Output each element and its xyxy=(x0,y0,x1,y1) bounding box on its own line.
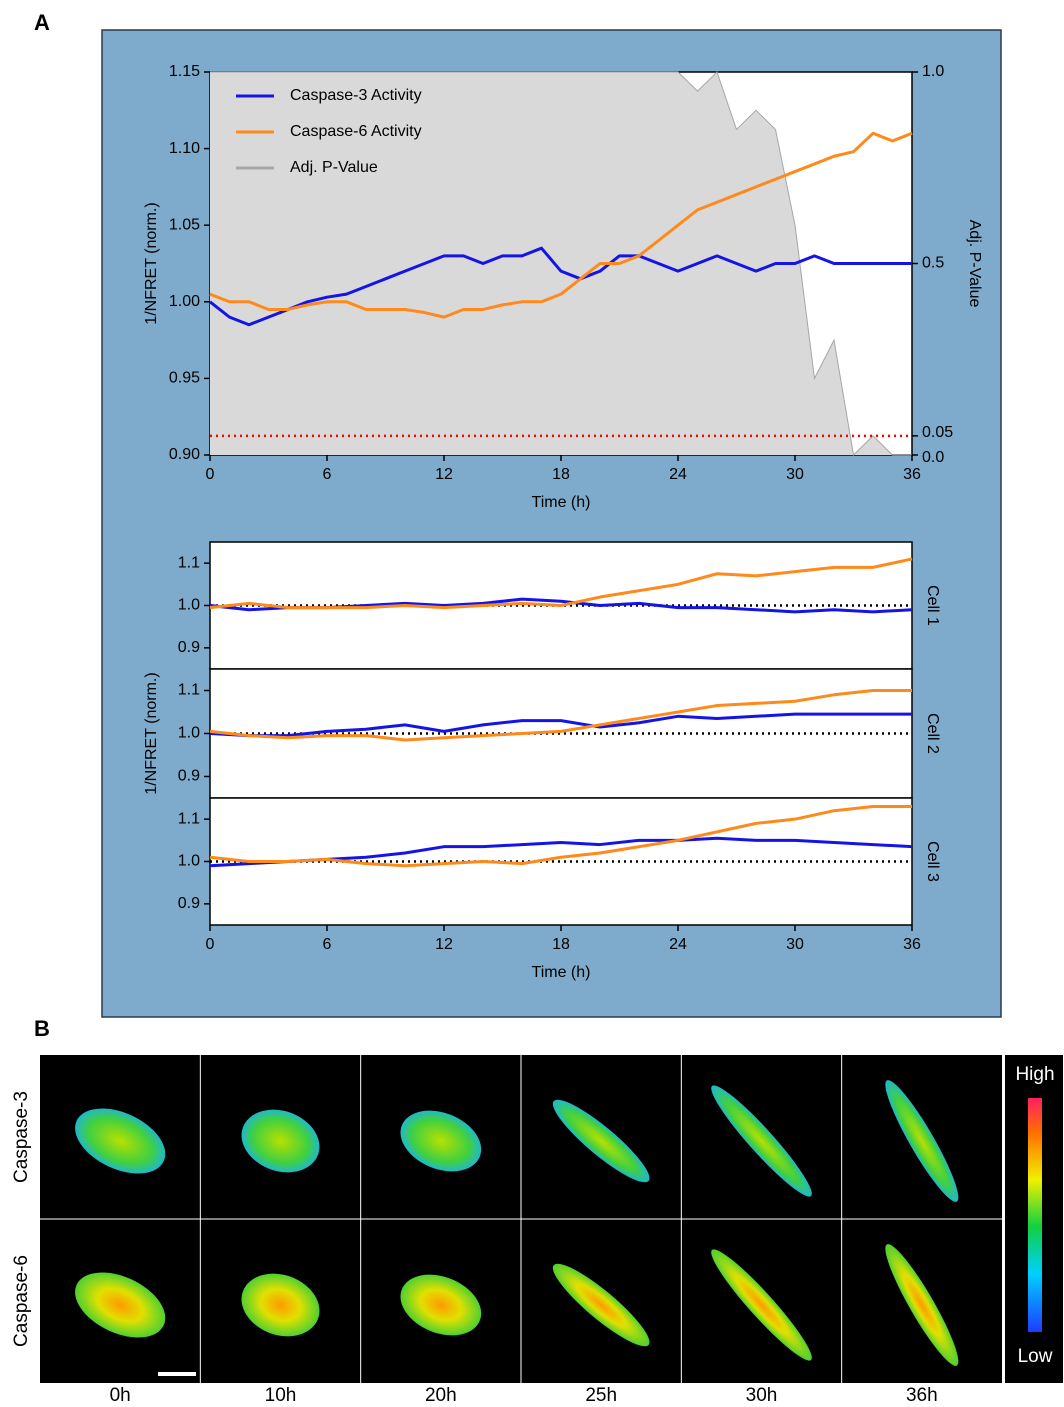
y2-tick-label: 0.05 xyxy=(922,424,953,441)
cell-image xyxy=(400,1110,482,1172)
y-tick-label: 1.10 xyxy=(169,140,200,157)
series-line xyxy=(209,712,912,738)
cell-label: Cell 2 xyxy=(924,713,941,754)
x-tick-label: 24 xyxy=(669,466,687,483)
y-tick-label: 1.1 xyxy=(178,554,200,571)
cell-label: Cell 3 xyxy=(924,841,941,882)
series-line xyxy=(209,804,912,868)
row-label: Caspase-3 xyxy=(11,1091,32,1183)
column-label: 10h xyxy=(265,1385,297,1406)
column-label: 36h xyxy=(906,1385,938,1406)
column-label: 30h xyxy=(746,1385,778,1406)
y-tick-label: 0.9 xyxy=(178,895,200,912)
column-label: 25h xyxy=(585,1385,617,1406)
series-line xyxy=(209,689,912,742)
y-tick-label: 1.1 xyxy=(178,810,200,827)
x-tick-label: 30 xyxy=(786,936,804,953)
y2-tick-label: 1.0 xyxy=(922,63,944,80)
y-tick-label: 1.0 xyxy=(178,853,200,870)
plot-area xyxy=(209,668,913,799)
x-tick-label: 0 xyxy=(206,466,215,483)
y-tick-label: 0.90 xyxy=(169,446,200,463)
x-tick-label: 30 xyxy=(786,466,804,483)
colorbar xyxy=(1028,1098,1042,1332)
y-tick-label: 1.05 xyxy=(169,216,200,233)
x-tick-label: 18 xyxy=(552,466,570,483)
y-axis-label: 1/NFRET (norm.) xyxy=(143,202,160,324)
y-tick-label: 1.0 xyxy=(178,725,200,742)
panel-label: A xyxy=(34,10,50,35)
p-value-area xyxy=(210,72,912,455)
column-label: 0h xyxy=(110,1385,131,1406)
x-tick-label: 0 xyxy=(206,936,215,953)
x-tick-label: 6 xyxy=(323,936,332,953)
x-tick-label: 36 xyxy=(903,466,921,483)
x-tick-label: 12 xyxy=(435,466,453,483)
y2-axis-label: Adj. P-Value xyxy=(966,220,983,308)
cell-image xyxy=(241,1273,320,1337)
y-tick-label: 0.95 xyxy=(169,370,200,387)
cell-image xyxy=(885,1244,959,1366)
x-axis-label: Time (h) xyxy=(532,964,591,981)
legend-label: Caspase-3 Activity xyxy=(290,87,422,104)
series-line xyxy=(209,131,913,319)
cell-image xyxy=(75,1272,166,1338)
y2-tick-label: 0.5 xyxy=(922,255,944,272)
cell-image xyxy=(75,1108,166,1174)
row-label: Caspase-6 xyxy=(11,1255,32,1347)
cell-image xyxy=(885,1080,959,1202)
legend-label: Caspase-6 Activity xyxy=(290,123,422,140)
cell-image xyxy=(711,1249,812,1361)
cell-image xyxy=(241,1109,320,1173)
legend-label: Adj. P-Value xyxy=(290,159,378,176)
y-tick-label: 1.15 xyxy=(169,63,200,80)
y-tick-label: 1.1 xyxy=(178,682,200,699)
panel-label: B xyxy=(34,1016,50,1041)
cell-image xyxy=(400,1274,482,1336)
y-axis-label: 1/NFRET (norm.) xyxy=(143,672,160,794)
x-tick-label: 24 xyxy=(669,936,687,953)
x-tick-label: 6 xyxy=(323,466,332,483)
colorbar-high: High xyxy=(1015,1064,1054,1085)
y-tick-label: 1.00 xyxy=(169,293,200,310)
y-tick-label: 1.0 xyxy=(178,597,200,614)
series-line xyxy=(209,557,913,610)
y-tick-label: 0.9 xyxy=(178,768,200,785)
column-label: 20h xyxy=(425,1385,457,1406)
y-tick-label: 0.9 xyxy=(178,639,200,656)
cell-image xyxy=(552,1263,650,1347)
cell-label: Cell 1 xyxy=(924,585,941,626)
p-value-line xyxy=(210,71,912,457)
x-tick-label: 36 xyxy=(903,936,921,953)
series-line xyxy=(209,246,912,327)
colorbar-low: Low xyxy=(1018,1346,1053,1367)
x-tick-label: 12 xyxy=(435,936,453,953)
cell-image xyxy=(711,1085,812,1197)
cell-image xyxy=(552,1099,650,1183)
x-axis-label: Time (h) xyxy=(532,494,591,511)
x-tick-label: 18 xyxy=(552,936,570,953)
y2-tick-label: 0.0 xyxy=(922,449,944,466)
